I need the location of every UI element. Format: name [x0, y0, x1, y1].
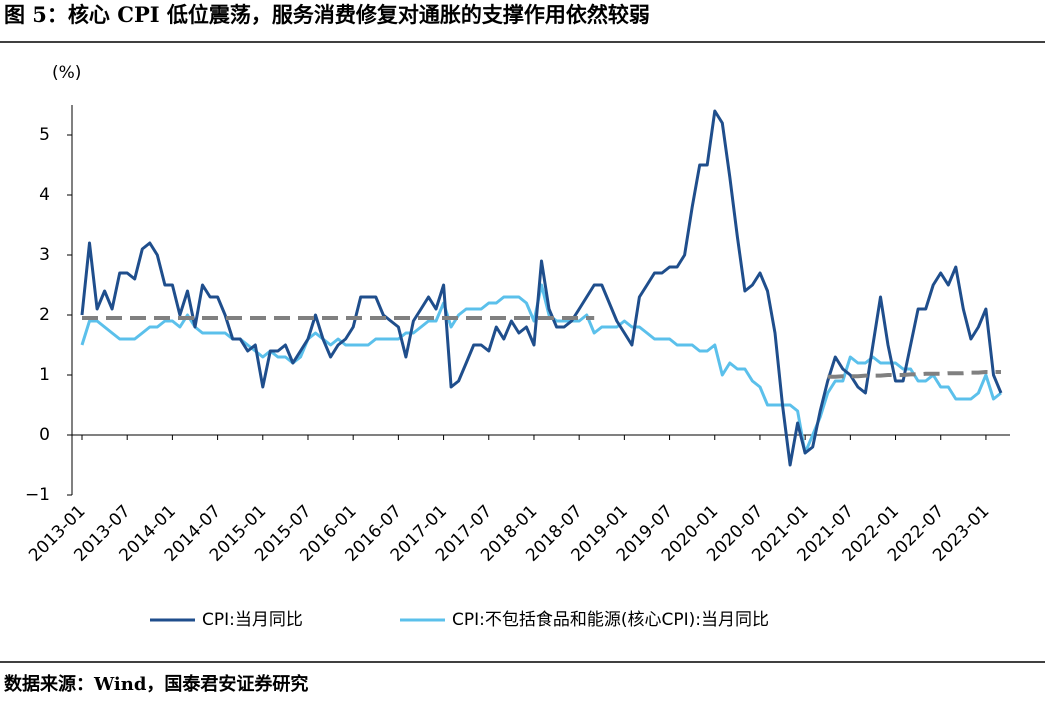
chart-title: 图 5：核心 CPI 低位震荡，服务消费修复对通胀的支撑作用依然较弱: [4, 2, 650, 27]
y-tick-label: 3: [39, 245, 50, 265]
y-tick-label: 4: [39, 185, 50, 205]
legend-label: CPI:当月同比: [202, 610, 303, 630]
y-tick-label: 2: [39, 305, 50, 325]
y-axis-unit: (%): [52, 63, 81, 83]
y-tick-label: 0: [39, 425, 50, 445]
y-tick-label: 5: [39, 125, 50, 145]
reference-line: [827, 370, 1001, 379]
y-tick-label: −1: [25, 485, 50, 505]
series-line: [80, 109, 1003, 467]
legend-label: CPI:不包括食品和能源(核心CPI):当月同比: [452, 610, 769, 630]
source: 数据来源：Wind，国泰君安证券研究: [4, 673, 308, 695]
y-tick-label: 1: [39, 365, 50, 385]
series-line: [80, 283, 1002, 455]
